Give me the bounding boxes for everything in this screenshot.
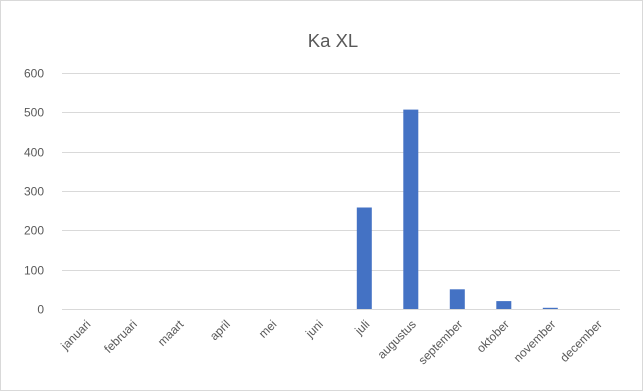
gridlines <box>62 73 620 310</box>
chart-title: Ka XL <box>308 30 358 51</box>
bar-augustus <box>403 109 419 309</box>
x-tick-label-oktober: oktober <box>474 317 512 355</box>
x-axis-tick-labels: januari februari maart april mei juni juli augu… <box>57 317 605 367</box>
bar-oktober <box>496 301 512 309</box>
bar-september <box>449 289 465 309</box>
y-tick-label: 400 <box>24 146 44 160</box>
x-tick-label-december: december <box>557 317 605 365</box>
x-tick-label-mei: mei <box>256 317 280 341</box>
x-tick-label-november: november <box>511 317 559 365</box>
y-tick-label: 500 <box>24 106 44 120</box>
y-tick-label: 300 <box>24 185 44 199</box>
x-tick-label-september: september <box>415 317 465 367</box>
bars <box>356 109 558 309</box>
bar-juli <box>356 207 372 309</box>
x-tick-label-april: april <box>207 317 233 343</box>
x-tick-label-januari: januari <box>57 317 93 353</box>
y-tick-label: 200 <box>24 224 44 238</box>
bar-november <box>542 307 558 309</box>
y-tick-label: 100 <box>24 264 44 278</box>
x-tick-label-juli: juli <box>351 317 372 338</box>
x-tick-label-maart: maart <box>155 317 187 349</box>
x-tick-label-juni: juni <box>302 317 326 341</box>
y-tick-label: 0 <box>37 303 44 317</box>
y-tick-label: 600 <box>24 67 44 81</box>
y-axis-tick-labels: 0 100 200 300 400 500 600 <box>24 67 44 317</box>
x-tick-label-februari: februari <box>101 317 140 356</box>
x-tick-label-augustus: augustus <box>375 317 419 361</box>
